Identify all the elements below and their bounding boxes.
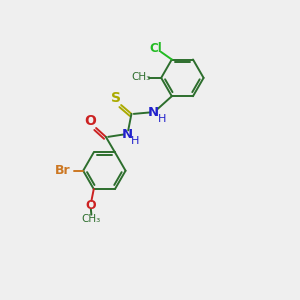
Text: H: H <box>131 136 139 146</box>
Text: Br: Br <box>55 164 71 177</box>
Text: CH₃: CH₃ <box>131 72 150 82</box>
Text: O: O <box>85 199 96 212</box>
Text: S: S <box>110 91 121 105</box>
Text: N: N <box>148 106 159 119</box>
Text: N: N <box>122 128 133 141</box>
Text: CH₃: CH₃ <box>82 214 101 224</box>
Text: O: O <box>85 114 97 128</box>
Text: Cl: Cl <box>149 42 162 55</box>
Text: H: H <box>158 114 166 124</box>
